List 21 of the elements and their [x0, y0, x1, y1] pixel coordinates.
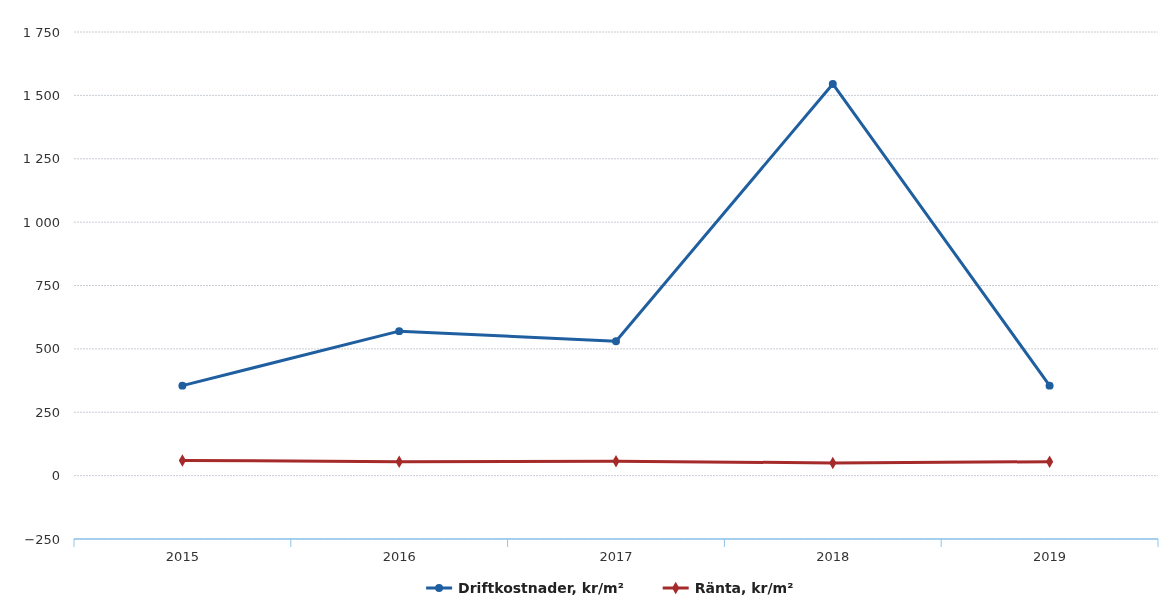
point — [612, 337, 620, 346]
y-tick-label: 1 250 — [22, 151, 60, 167]
x-tick-label: 2015 — [165, 549, 199, 564]
x-tick-label: 2018 — [816, 549, 850, 564]
x-tick-label: 2016 — [382, 549, 416, 564]
y-tick-label: 500 — [35, 341, 60, 357]
y-tick-label: 250 — [35, 404, 60, 420]
point — [178, 381, 187, 390]
point — [1045, 381, 1054, 390]
point — [828, 79, 837, 88]
x-tick-label: 2017 — [599, 549, 633, 564]
y-tick-label: −250 — [24, 531, 60, 547]
point — [395, 327, 404, 336]
x-tick-label: 2019 — [1033, 549, 1067, 564]
legend-label: Ränta, kr/m² — [694, 580, 794, 596]
legend-label: Driftkostnader, kr/m² — [458, 580, 624, 596]
y-tick-label: 0 — [51, 468, 60, 484]
y-tick-label: 1 750 — [22, 24, 60, 40]
y-tick-label: 750 — [35, 278, 60, 294]
y-tick-label: 1 500 — [22, 87, 60, 103]
y-tick-label: 1 000 — [22, 214, 60, 230]
